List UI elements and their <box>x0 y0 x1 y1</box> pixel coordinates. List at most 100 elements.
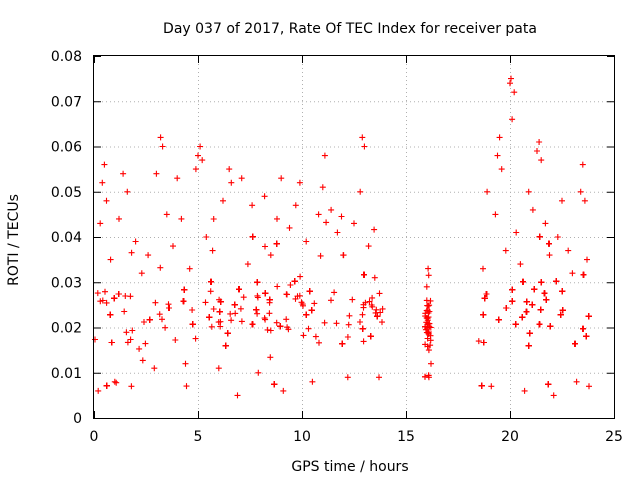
data-point <box>422 341 429 348</box>
data-point <box>475 338 482 345</box>
data-point <box>217 318 224 325</box>
data-point <box>162 324 169 331</box>
data-point <box>369 294 376 301</box>
data-point <box>224 330 231 337</box>
data-point <box>132 238 139 245</box>
data-point <box>480 339 487 346</box>
data-point <box>249 202 256 209</box>
data-point <box>297 273 304 280</box>
data-point <box>339 340 346 347</box>
data-point <box>107 256 114 263</box>
data-point <box>509 298 516 305</box>
data-point <box>101 161 108 168</box>
data-point <box>579 161 586 168</box>
data-point <box>513 229 520 236</box>
data-point <box>182 360 189 367</box>
data-point <box>542 220 549 227</box>
data-point <box>254 292 261 299</box>
data-point <box>492 211 499 218</box>
data-point <box>267 252 274 259</box>
data-point <box>508 75 514 82</box>
data-point <box>202 299 209 306</box>
data-point <box>124 339 131 346</box>
data-point <box>373 306 380 313</box>
data-point <box>361 271 367 278</box>
data-point <box>107 311 114 318</box>
data-point <box>328 206 335 213</box>
data-point <box>139 357 146 364</box>
data-point <box>261 193 268 200</box>
data-point <box>478 382 485 389</box>
data-point <box>509 286 516 293</box>
x-tick-label: 25 <box>605 429 623 445</box>
data-point <box>376 290 383 297</box>
data-point <box>127 293 134 300</box>
data-point <box>103 299 110 306</box>
data-point <box>319 184 326 191</box>
data-point <box>309 378 316 385</box>
data-point <box>261 315 268 322</box>
data-point <box>186 265 193 272</box>
data-point <box>303 238 310 245</box>
data-point <box>581 197 588 204</box>
data-point <box>538 157 545 164</box>
data-point <box>559 288 566 295</box>
data-point <box>208 323 215 330</box>
data-point <box>584 256 590 263</box>
data-point <box>333 320 340 327</box>
plot-frame <box>93 55 615 419</box>
data-point <box>481 295 488 302</box>
data-point <box>153 170 160 177</box>
data-point <box>291 278 298 285</box>
data-point <box>142 340 149 347</box>
data-point <box>480 311 487 318</box>
data-point <box>425 302 432 309</box>
data-point <box>183 383 190 390</box>
data-point <box>422 323 429 330</box>
data-point <box>509 116 516 123</box>
data-point <box>357 188 364 195</box>
data-point <box>379 319 385 326</box>
data-point <box>249 233 256 240</box>
data-point <box>159 316 165 323</box>
data-point <box>280 387 287 394</box>
data-point <box>228 317 235 324</box>
data-point <box>425 329 432 335</box>
data-point <box>99 179 106 186</box>
y-tick-label: 0.06 <box>51 140 82 156</box>
data-point <box>141 319 147 325</box>
data-point <box>266 296 273 303</box>
data-point <box>244 261 251 268</box>
data-point <box>209 247 216 254</box>
data-point <box>274 215 280 222</box>
data-point <box>523 298 530 305</box>
data-point <box>306 288 313 295</box>
data-point <box>312 333 319 340</box>
data-point <box>170 243 176 250</box>
data-point <box>228 179 235 186</box>
data-point <box>178 215 185 222</box>
data-point <box>273 319 280 326</box>
data-point <box>128 383 135 390</box>
data-point <box>210 306 217 312</box>
data-point <box>328 297 334 304</box>
data-point <box>156 311 163 318</box>
data-point <box>366 298 373 305</box>
data-point <box>583 333 590 340</box>
data-point <box>207 288 214 295</box>
data-point <box>286 224 293 231</box>
data-point <box>488 383 495 390</box>
data-point <box>231 301 238 308</box>
data-point <box>360 301 367 308</box>
data-point <box>577 188 584 195</box>
data-point <box>195 152 201 159</box>
data-point <box>525 342 532 349</box>
data-point <box>427 324 434 331</box>
data-point <box>237 305 244 312</box>
x-tick-label: 10 <box>293 429 311 445</box>
data-point <box>536 233 543 240</box>
data-point <box>511 89 518 96</box>
data-point <box>128 249 135 256</box>
data-point <box>274 283 281 290</box>
data-point <box>425 265 432 272</box>
